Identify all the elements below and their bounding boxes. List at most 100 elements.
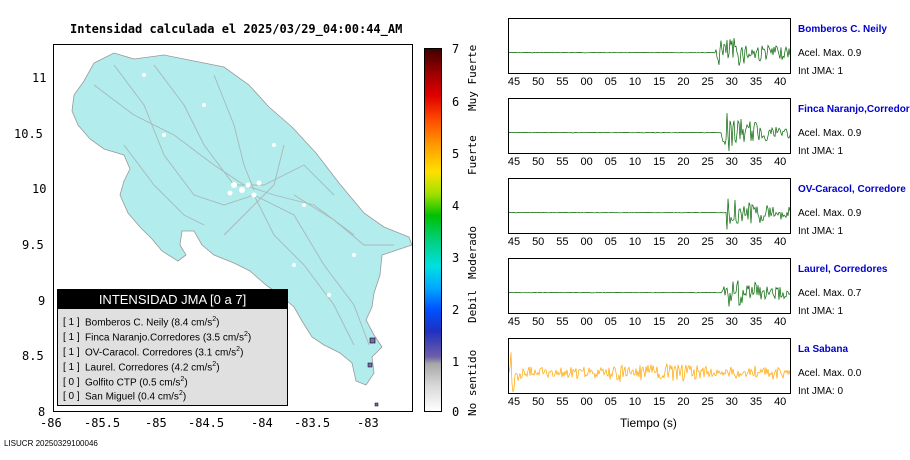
- legend-row: [ 0 ] Golfito CTP (0.5 cm/s2): [63, 376, 188, 389]
- station-max-accel: Acel. Max. 0.7: [798, 288, 862, 299]
- y-tick-label: 9.5: [22, 238, 44, 252]
- station-name: La Sabana: [798, 344, 849, 355]
- time-tick-label: 20: [677, 76, 690, 88]
- station-name: Finca Naranjo,Corredor: [798, 104, 910, 115]
- colorbar-class-label: Debil: [466, 289, 479, 323]
- y-tick-label: 8: [38, 405, 46, 419]
- time-tick-label: 30: [725, 396, 738, 408]
- time-tick-label: 55: [556, 236, 569, 248]
- time-tick-label: 00: [580, 396, 593, 408]
- time-ticks: 45 50 55 00 05 10 15 20 25 30 35 40: [508, 396, 791, 410]
- time-tick-label: 05: [604, 156, 617, 168]
- legend-row: [ 1 ] Bomberos C. Neily (8.4 cm/s2): [63, 316, 220, 329]
- time-tick-label: 25: [701, 156, 714, 168]
- colorbar-class-label: Fuerte: [466, 135, 479, 175]
- time-tick-label: 45: [507, 156, 521, 168]
- station-name: OV-Caracol, Corredore: [798, 184, 906, 195]
- costa-rica-landmass: [71, 52, 412, 386]
- station-name: Bomberos C. Neily: [798, 24, 887, 35]
- time-tick-label: 25: [701, 76, 714, 88]
- time-tick-label: 45: [507, 76, 521, 88]
- time-ticks: 45 50 55 00 05 10 15 20 25 30 35 40: [508, 316, 791, 330]
- time-tick-label: 55: [556, 396, 569, 408]
- time-tick-label: 45: [507, 316, 521, 328]
- time-tick-label: 10: [628, 236, 642, 248]
- colorbar-tick: 4: [452, 199, 460, 213]
- time-tick-label: 35: [749, 396, 763, 408]
- x-tick-label: -86: [40, 416, 62, 430]
- time-tick-label: 35: [749, 316, 763, 328]
- intensity-legend: INTENSIDAD JMA [0 a 7] [ 1 ] Bomberos C. …: [57, 289, 288, 406]
- time-tick-label: 15: [653, 236, 666, 248]
- legend-row: [ 1 ] Laurel. Corredores (4.2 cm/s2): [63, 361, 220, 374]
- waveform-panel: [508, 18, 791, 74]
- station-max-accel: Acel. Max. 0.9: [798, 128, 862, 139]
- time-tick-label: 40: [774, 316, 787, 328]
- waveform-trace: [509, 37, 790, 66]
- station-name: Laurel, Corredores: [798, 264, 888, 275]
- x-tick-label: -84: [251, 416, 273, 430]
- time-tick-label: 55: [556, 76, 569, 88]
- time-tick-label: 50: [532, 76, 545, 88]
- colorbar-tick: 3: [452, 251, 460, 265]
- source-stamp: LISUCR 20250329100046: [4, 439, 98, 448]
- station-max-accel: Acel. Max. 0.9: [798, 208, 862, 219]
- colorbar-tick: 2: [452, 303, 460, 317]
- time-ticks: 45 50 55 00 05 10 15 20 25 30 35 40: [508, 156, 791, 170]
- time-tick-label: 40: [774, 156, 787, 168]
- time-tick-label: 40: [774, 76, 787, 88]
- time-tick-label: 50: [532, 396, 545, 408]
- station-dots: [112, 73, 356, 297]
- colorbar-class-label: Moderado: [466, 226, 479, 279]
- time-tick-label: 50: [532, 156, 545, 168]
- x-tick-label: -85.5: [84, 416, 121, 430]
- time-tick-label: 20: [677, 236, 690, 248]
- time-tick-label: 35: [749, 236, 763, 248]
- time-tick-label: 20: [677, 316, 690, 328]
- station-marker: [369, 337, 376, 344]
- station-jma-intensity: Int JMA: 1: [798, 226, 844, 237]
- time-tick-label: 00: [580, 76, 593, 88]
- time-tick-label: 15: [653, 396, 666, 408]
- y-tick-label: 8.5: [22, 349, 44, 363]
- time-tick-label: 05: [604, 396, 617, 408]
- time-tick-label: 50: [532, 236, 545, 248]
- costa-rica-map: [71, 52, 412, 407]
- time-tick-label: 55: [556, 316, 569, 328]
- time-tick-label: 25: [701, 236, 714, 248]
- waveform-panel: [508, 258, 791, 314]
- time-tick-label: 10: [628, 396, 642, 408]
- time-tick-label: 05: [604, 316, 617, 328]
- colorbar-class-label: Muy Fuerte: [466, 44, 479, 111]
- time-tick-label: 35: [749, 156, 763, 168]
- time-tick-label: 30: [725, 316, 738, 328]
- x-tick-label: -83.5: [294, 416, 331, 430]
- station-max-accel: Acel. Max. 0.0: [798, 368, 862, 379]
- waveform-trace: [509, 112, 790, 152]
- time-tick-label: 05: [604, 76, 617, 88]
- waveform-trace: [509, 352, 790, 393]
- time-tick-label: 00: [580, 316, 593, 328]
- colorbar-tick: 7: [452, 42, 460, 56]
- time-tick-label: 10: [628, 76, 642, 88]
- x-tick-label: -83: [357, 416, 379, 430]
- time-tick-label: 55: [556, 156, 569, 168]
- y-tick-label: 10: [32, 182, 47, 196]
- map-title: Intensidad calculada el 2025/03/29_04:00…: [70, 22, 403, 36]
- time-tick-label: 10: [628, 156, 642, 168]
- station-jma-intensity: Int JMA: 1: [798, 306, 844, 317]
- waveform-panel: [508, 98, 791, 154]
- colorbar-tick: 0: [452, 405, 460, 419]
- time-tick-label: 25: [701, 316, 714, 328]
- y-tick-label: 11: [32, 71, 47, 85]
- time-ticks: 45 50 55 00 05 10 15 20 25 30 35 40: [508, 236, 791, 250]
- x-tick-label: -84.5: [188, 416, 225, 430]
- time-axis-label: Tiempo (s): [620, 416, 677, 430]
- colorbar-tick: 1: [452, 355, 460, 369]
- time-tick-label: 40: [774, 396, 787, 408]
- time-tick-label: 45: [507, 396, 521, 408]
- time-tick-label: 20: [677, 156, 690, 168]
- time-tick-label: 35: [749, 76, 763, 88]
- colorbar-tick: 6: [452, 95, 460, 109]
- time-ticks: 45 50 55 00 05 10 15 20 25 30 35 40: [508, 76, 791, 90]
